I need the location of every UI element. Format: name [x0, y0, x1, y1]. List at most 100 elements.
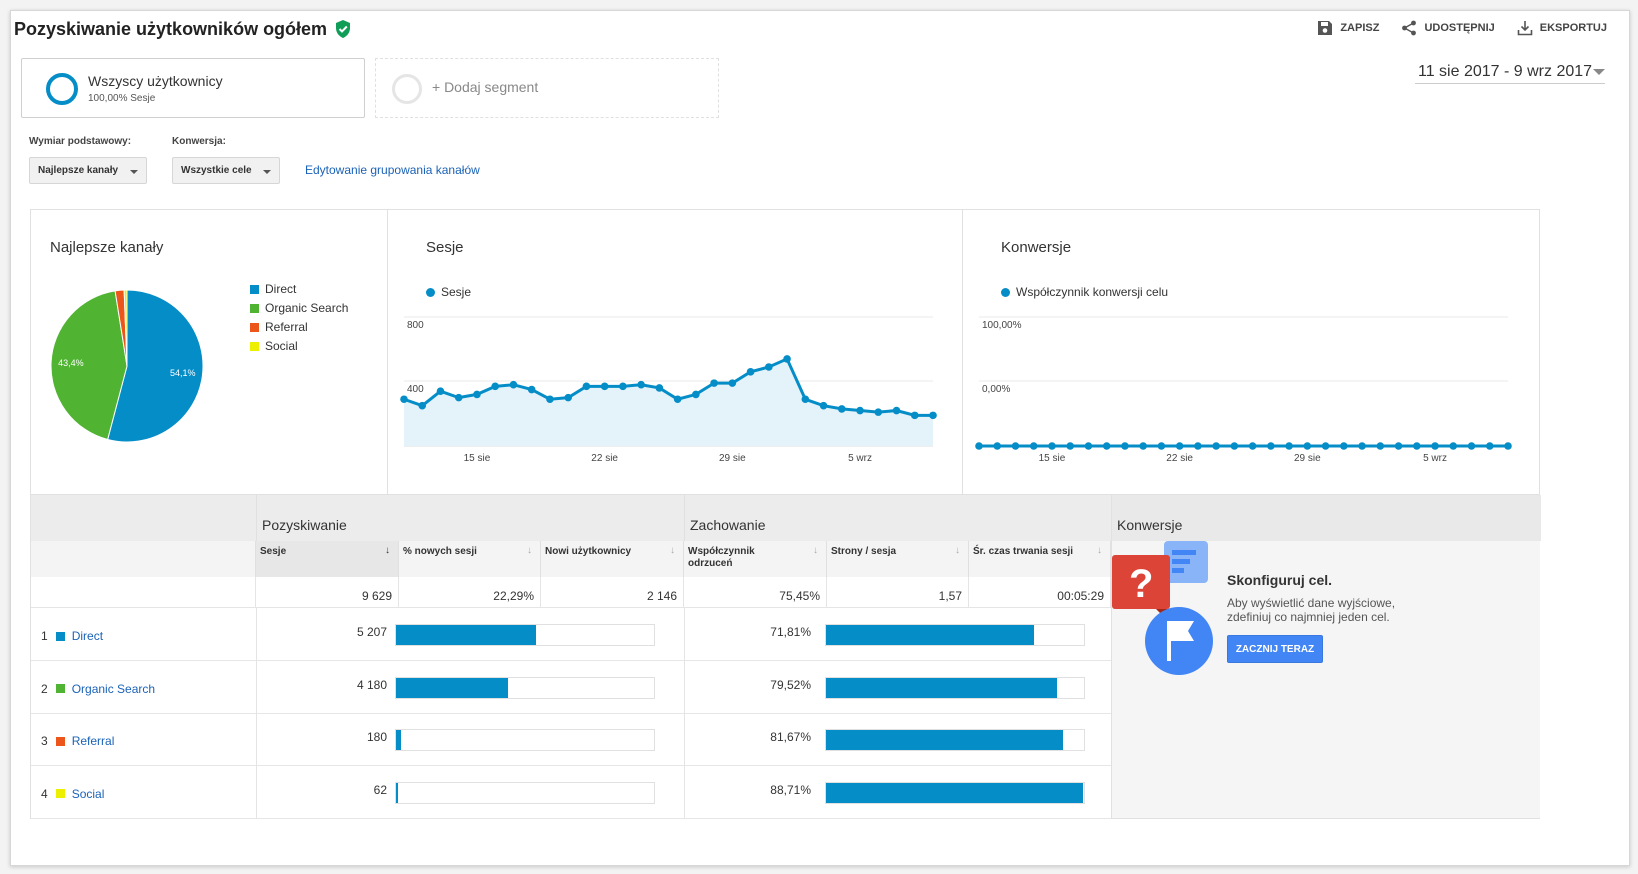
- data-point[interactable]: [837, 405, 846, 413]
- pie-slice-social[interactable]: [123, 289, 128, 367]
- top-channels-chart: Najlepsze kanały 54,1% 43,4% Direct Organ…: [31, 210, 388, 494]
- goal-setup-description: Aby wyświetlić dane wyjściowe, zdefiniuj…: [1227, 596, 1396, 624]
- legend-dot: [1001, 287, 1010, 297]
- data-point[interactable]: [1175, 442, 1184, 450]
- data-point[interactable]: [746, 368, 755, 376]
- total-pages-per-session: 1,57: [827, 577, 969, 608]
- data-point[interactable]: [874, 408, 883, 416]
- legend-social: Social: [250, 339, 298, 353]
- data-point[interactable]: [1139, 442, 1147, 450]
- data-point[interactable]: [473, 390, 481, 399]
- data-point[interactable]: [1485, 442, 1494, 450]
- data-point[interactable]: [1431, 442, 1439, 450]
- column-divider: [256, 608, 257, 818]
- data-point[interactable]: [975, 442, 983, 450]
- chart-title: Najlepsze kanały: [50, 239, 164, 256]
- data-point[interactable]: [637, 380, 645, 389]
- data-point[interactable]: [1449, 442, 1458, 450]
- segment-ring-icon: [46, 73, 78, 105]
- data-point[interactable]: [546, 395, 554, 404]
- data-point[interactable]: [1066, 442, 1075, 450]
- data-point[interactable]: [454, 393, 463, 402]
- data-point[interactable]: [655, 384, 664, 392]
- data-point[interactable]: [1340, 442, 1348, 450]
- segment-all-users[interactable]: Wszyscy użytkownicy 100,00% Sesje: [21, 58, 365, 118]
- data-point[interactable]: [564, 393, 572, 402]
- row-channel-link[interactable]: Referral: [71, 734, 115, 748]
- data-point[interactable]: [1394, 442, 1403, 450]
- data-point[interactable]: [1230, 442, 1239, 450]
- data-point[interactable]: [1321, 442, 1330, 450]
- data-point[interactable]: [1267, 442, 1275, 450]
- data-point[interactable]: [801, 395, 810, 404]
- data-point[interactable]: [892, 406, 901, 415]
- data-point[interactable]: [673, 395, 682, 404]
- data-point[interactable]: [1376, 442, 1385, 450]
- data-point[interactable]: [509, 380, 518, 389]
- edit-channel-grouping-link[interactable]: Edytowanie grupowania kanałów: [305, 163, 480, 177]
- data-point[interactable]: [1412, 442, 1421, 450]
- data-point[interactable]: [993, 442, 1002, 450]
- data-point[interactable]: [819, 401, 828, 410]
- data-point[interactable]: [765, 363, 773, 371]
- data-point[interactable]: [600, 382, 609, 391]
- data-point[interactable]: [1303, 442, 1312, 450]
- svg-text:?: ?: [1129, 562, 1153, 606]
- export-button[interactable]: EKSPORTUJ: [1517, 20, 1607, 36]
- data-point[interactable]: [783, 355, 791, 363]
- pie-slice-direct[interactable]: [107, 289, 204, 443]
- data-point[interactable]: [728, 379, 737, 387]
- column-header-new-sessions[interactable]: % nowych sesji ↓: [399, 541, 541, 577]
- sessions-area-chart: 400 800 15 sie 22 sie 29 sie 5 wrz: [400, 316, 937, 464]
- data-point[interactable]: [491, 382, 500, 391]
- data-point[interactable]: [1504, 442, 1512, 450]
- data-point[interactable]: [436, 387, 445, 395]
- data-point[interactable]: [1084, 442, 1093, 450]
- start-now-button[interactable]: ZACZNIJ TERAZ: [1227, 635, 1323, 663]
- column-header-pages-per-session[interactable]: Strony / sesja ↓: [827, 541, 969, 577]
- data-point[interactable]: [856, 406, 864, 415]
- data-point[interactable]: [418, 401, 427, 410]
- data-point[interactable]: [527, 385, 536, 394]
- data-point[interactable]: [1011, 442, 1020, 450]
- table-row: 2 Organic Search 4 180 79,52%: [31, 661, 1111, 714]
- row-channel-link[interactable]: Organic Search: [71, 681, 156, 696]
- sessions-bar: [395, 624, 655, 646]
- row-channel-link[interactable]: Direct: [71, 629, 104, 643]
- date-range-picker[interactable]: 11 sie 2017 - 9 wrz 2017: [1415, 60, 1605, 84]
- row-color-swatch: [55, 736, 65, 746]
- data-point[interactable]: [692, 390, 700, 399]
- data-point[interactable]: [1358, 442, 1366, 450]
- data-point[interactable]: [1102, 442, 1111, 450]
- data-point[interactable]: [910, 411, 919, 420]
- row-dimension: 3 Referral: [41, 734, 114, 748]
- data-point[interactable]: [1467, 442, 1476, 450]
- row-dimension: 1 Direct: [41, 629, 103, 643]
- data-point[interactable]: [1285, 442, 1293, 450]
- data-point[interactable]: [582, 382, 591, 391]
- row-channel-link[interactable]: Social: [71, 786, 105, 801]
- column-header-new-users[interactable]: Nowi użytkownicy ↓: [541, 541, 684, 577]
- conversion-dropdown[interactable]: Wszystkie cele: [172, 157, 280, 184]
- column-header-avg-session-duration[interactable]: Śr. czas trwania sesji ↓: [969, 541, 1111, 577]
- primary-dimension-dropdown[interactable]: Najlepsze kanały: [29, 157, 147, 184]
- data-point[interactable]: [1029, 442, 1038, 450]
- column-header-sessions[interactable]: Sesje ↓: [256, 541, 399, 577]
- data-point[interactable]: [1212, 442, 1220, 450]
- data-point[interactable]: [929, 411, 937, 420]
- column-header-bounce-rate[interactable]: Współczynnik odrzuceń ↓: [684, 541, 827, 577]
- data-point[interactable]: [1248, 442, 1257, 450]
- chevron-down-icon: [130, 170, 138, 174]
- share-button[interactable]: UDOSTĘPNIJ: [1401, 20, 1495, 36]
- data-point[interactable]: [1048, 442, 1056, 450]
- data-point[interactable]: [1157, 442, 1166, 450]
- data-point[interactable]: [1121, 442, 1129, 450]
- pie-slice-organic-search[interactable]: [50, 290, 128, 441]
- add-segment-button[interactable]: + Dodaj segment: [375, 58, 719, 118]
- data-point[interactable]: [710, 379, 718, 387]
- data-point[interactable]: [1194, 442, 1202, 450]
- data-point[interactable]: [400, 395, 408, 404]
- data-point[interactable]: [619, 382, 627, 391]
- save-button[interactable]: ZAPISZ: [1317, 20, 1379, 36]
- legend-dot: [426, 287, 435, 297]
